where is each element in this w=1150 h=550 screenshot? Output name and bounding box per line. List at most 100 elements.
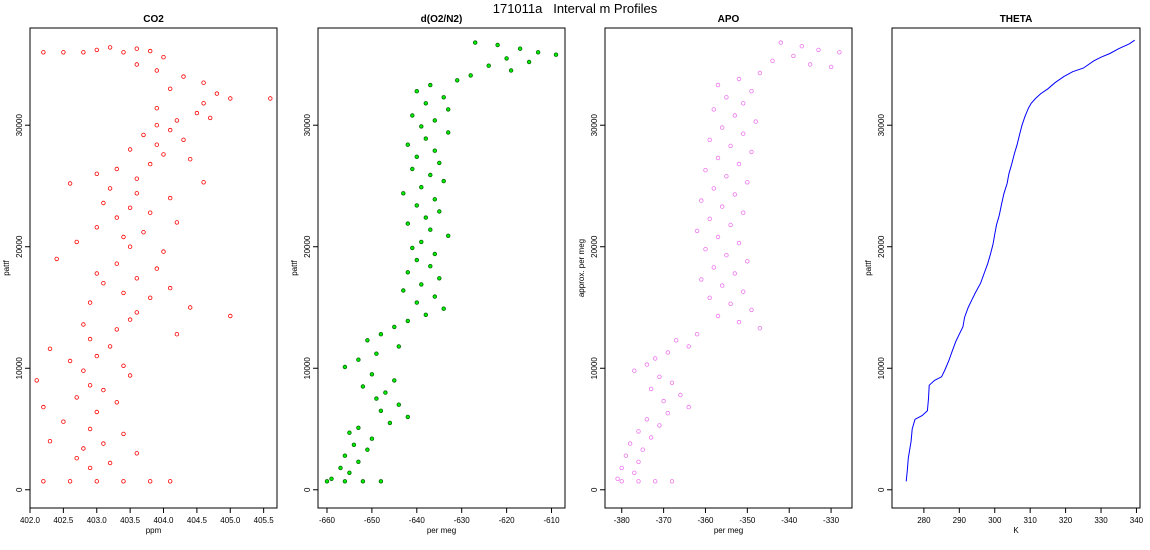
data-point	[181, 74, 186, 79]
data-point	[799, 44, 804, 49]
data-point	[720, 283, 725, 288]
data-point	[414, 154, 419, 159]
data-point	[428, 227, 433, 232]
data-point	[114, 400, 119, 405]
data-point	[703, 167, 708, 173]
data-point	[699, 198, 704, 203]
data-point	[694, 228, 700, 234]
data-point	[127, 373, 133, 378]
data-point	[495, 42, 500, 48]
data-point	[724, 252, 729, 258]
data-point	[653, 356, 658, 361]
data-point	[749, 307, 754, 313]
data-point	[134, 276, 139, 281]
data-point	[699, 277, 704, 282]
data-point	[432, 251, 437, 257]
data-point	[724, 174, 729, 179]
data-point	[728, 143, 733, 149]
data-point	[728, 301, 733, 306]
data-point	[707, 216, 712, 221]
x-tick-label: 310	[1023, 516, 1037, 525]
data-point	[401, 191, 406, 196]
data-point	[94, 409, 99, 415]
data-point	[121, 479, 126, 484]
data-point	[101, 387, 106, 393]
data-point	[268, 96, 273, 101]
data-point	[661, 398, 666, 404]
data-point	[81, 446, 86, 451]
data-point	[715, 234, 721, 240]
x-tick-label: -370	[656, 516, 673, 525]
data-point	[674, 338, 679, 343]
data-point	[423, 101, 428, 106]
data-point	[374, 396, 379, 401]
data-point	[74, 456, 79, 461]
data-point	[632, 368, 637, 373]
data-point	[41, 479, 46, 484]
data-point	[201, 80, 206, 85]
data-point	[414, 203, 419, 208]
y-tick-label: 30000	[303, 114, 312, 137]
data-point	[41, 50, 46, 55]
data-point	[174, 332, 180, 337]
data-point	[711, 265, 716, 270]
data-point	[504, 56, 509, 61]
data-point	[636, 429, 641, 434]
x-tick-label: 403.0	[87, 516, 108, 525]
panel-1: CO2 402.0 402.5 403.0 403.5 404.0 404.5 405.0 40…	[2, 14, 278, 535]
data-point	[107, 45, 113, 50]
x-tick-label: 330	[1094, 516, 1108, 525]
data-point	[228, 96, 233, 101]
data-point	[324, 479, 330, 484]
data-point	[778, 40, 783, 45]
x-axis-label: per meg	[714, 526, 743, 535]
data-point	[669, 479, 675, 484]
data-point	[134, 46, 139, 51]
data-point	[715, 82, 721, 88]
x-tick-label: 404.5	[187, 516, 208, 525]
data-point	[414, 88, 419, 94]
data-point	[134, 176, 139, 181]
data-point	[87, 465, 93, 471]
data-point	[61, 419, 66, 424]
x-tick-label: 300	[988, 516, 1002, 525]
data-point	[360, 479, 366, 484]
data-point	[347, 430, 352, 435]
y-tick-label: 0	[877, 487, 886, 492]
data-point	[167, 285, 173, 291]
plot-frame	[604, 27, 853, 509]
data-point	[201, 180, 206, 185]
data-point	[419, 282, 424, 287]
data-point	[378, 332, 384, 337]
data-point	[732, 192, 737, 197]
y-tick-label: 10000	[15, 357, 24, 380]
data-point	[114, 327, 119, 332]
data-point	[329, 476, 334, 481]
data-point	[94, 479, 99, 484]
data-point	[432, 118, 437, 123]
data-point	[187, 305, 193, 310]
data-point	[121, 431, 126, 437]
data-point	[161, 152, 166, 157]
data-point	[134, 62, 139, 67]
data-point	[67, 181, 73, 186]
y-axis-label: pattf	[2, 259, 11, 275]
data-point	[147, 48, 153, 54]
data-point	[141, 229, 146, 235]
x-tick-label: 320	[1059, 516, 1073, 525]
data-point	[441, 95, 446, 100]
x-tick-label: 402.5	[53, 516, 74, 525]
data-point	[807, 62, 813, 67]
y-tick-label: 10000	[877, 357, 886, 380]
data-point	[736, 319, 742, 325]
data-point	[553, 52, 559, 57]
data-point	[369, 372, 375, 377]
data-point	[154, 266, 159, 271]
data-point	[161, 249, 166, 254]
data-point	[47, 346, 53, 351]
data-point	[87, 336, 93, 342]
data-point	[473, 40, 478, 45]
data-point	[74, 239, 79, 245]
x-tick-label: -340	[781, 516, 798, 525]
